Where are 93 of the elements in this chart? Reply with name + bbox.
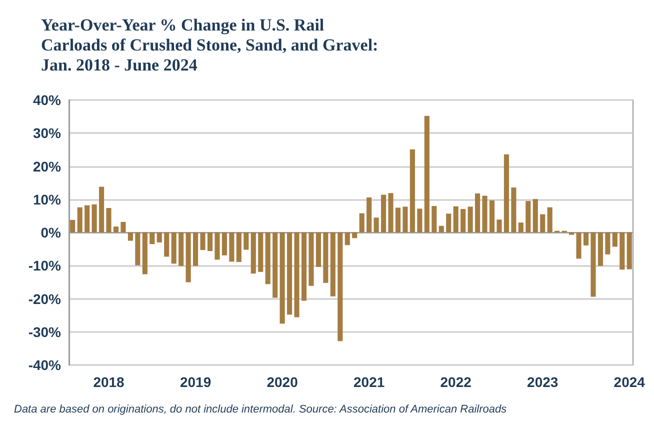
bar <box>244 232 249 250</box>
bar <box>496 220 502 232</box>
x-tick-label: 2020 <box>266 374 298 390</box>
bar <box>214 232 220 260</box>
bar <box>178 232 184 266</box>
bar <box>287 232 292 315</box>
bar <box>626 232 632 270</box>
bar <box>504 154 509 232</box>
bar <box>316 232 321 267</box>
bar <box>374 218 379 232</box>
bar <box>547 207 552 232</box>
bar <box>402 206 408 232</box>
bar <box>381 194 386 232</box>
bar <box>590 232 596 297</box>
bar <box>446 214 452 232</box>
bar <box>99 186 104 232</box>
bar <box>489 200 495 232</box>
bar <box>330 232 336 296</box>
bar <box>344 232 350 246</box>
bar <box>453 206 458 232</box>
bar <box>532 199 538 232</box>
bar <box>460 208 466 232</box>
x-tick-label: 2024 <box>614 374 646 390</box>
x-tick-label: 2022 <box>440 374 472 390</box>
y-tick-label: -10% <box>28 258 62 274</box>
bar <box>250 232 256 274</box>
bar <box>583 232 589 246</box>
x-tick-label: 2023 <box>527 374 558 390</box>
bar <box>438 226 444 232</box>
bar <box>511 187 516 232</box>
y-tick-label: -40% <box>28 357 62 373</box>
bar <box>605 232 610 254</box>
bar <box>308 232 314 286</box>
bar <box>598 232 603 266</box>
bar <box>142 232 148 274</box>
bar <box>135 232 140 266</box>
bar <box>106 208 112 232</box>
bar <box>150 232 155 244</box>
bar <box>193 232 198 266</box>
bar <box>70 220 76 232</box>
bar <box>518 222 524 232</box>
bar <box>576 232 582 259</box>
bar <box>468 206 473 232</box>
bar <box>338 232 343 342</box>
y-tick-label: 10% <box>32 191 62 208</box>
bar <box>207 232 213 252</box>
bar <box>92 204 97 232</box>
bar <box>171 232 176 264</box>
bar <box>620 232 625 270</box>
bar <box>120 222 126 232</box>
bar <box>526 201 531 232</box>
bar <box>359 213 364 232</box>
bar <box>156 232 162 242</box>
bar <box>128 232 133 241</box>
bar <box>424 116 430 232</box>
bar <box>612 232 618 247</box>
bar <box>301 232 307 301</box>
bar <box>417 208 422 232</box>
bar <box>222 232 227 256</box>
x-tick-label: 2019 <box>180 374 212 390</box>
bar <box>366 197 372 232</box>
y-tick-label: 20% <box>32 158 62 174</box>
text: Data are based on originations, do not include intermodal. Source: Association of American Railroads <box>14 404 508 416</box>
bar <box>352 232 358 238</box>
bar <box>388 193 394 232</box>
bar <box>540 214 546 232</box>
bar <box>113 226 119 232</box>
bar <box>294 232 300 318</box>
y-tick-label: 0% <box>40 224 62 240</box>
bar <box>323 232 328 283</box>
bar <box>164 232 170 257</box>
bar <box>272 232 278 298</box>
bar <box>236 232 242 262</box>
bar <box>410 149 415 232</box>
bar <box>265 232 270 284</box>
bar <box>229 232 234 262</box>
bar <box>258 232 264 272</box>
x-tick-label: 2018 <box>93 374 125 390</box>
y-tick-label: 40% <box>32 92 62 108</box>
chart-title: Year-Over-Year % Change in U.S. Rail Carloads of Crushed Stone, Sand, and Gravel: Jan. 2018 - June 2024 <box>41 16 378 74</box>
bar <box>475 193 480 232</box>
bar <box>482 196 488 232</box>
bar <box>84 205 90 232</box>
bar <box>395 208 401 232</box>
bar <box>186 232 191 282</box>
bar <box>77 207 82 232</box>
bar <box>200 232 206 250</box>
y-tick-label: -30% <box>28 324 62 340</box>
bar <box>432 206 437 232</box>
bar <box>280 232 285 324</box>
y-tick-label: 30% <box>32 125 62 142</box>
y-tick-label: -20% <box>28 290 62 307</box>
x-tick-label: 2021 <box>354 374 385 390</box>
